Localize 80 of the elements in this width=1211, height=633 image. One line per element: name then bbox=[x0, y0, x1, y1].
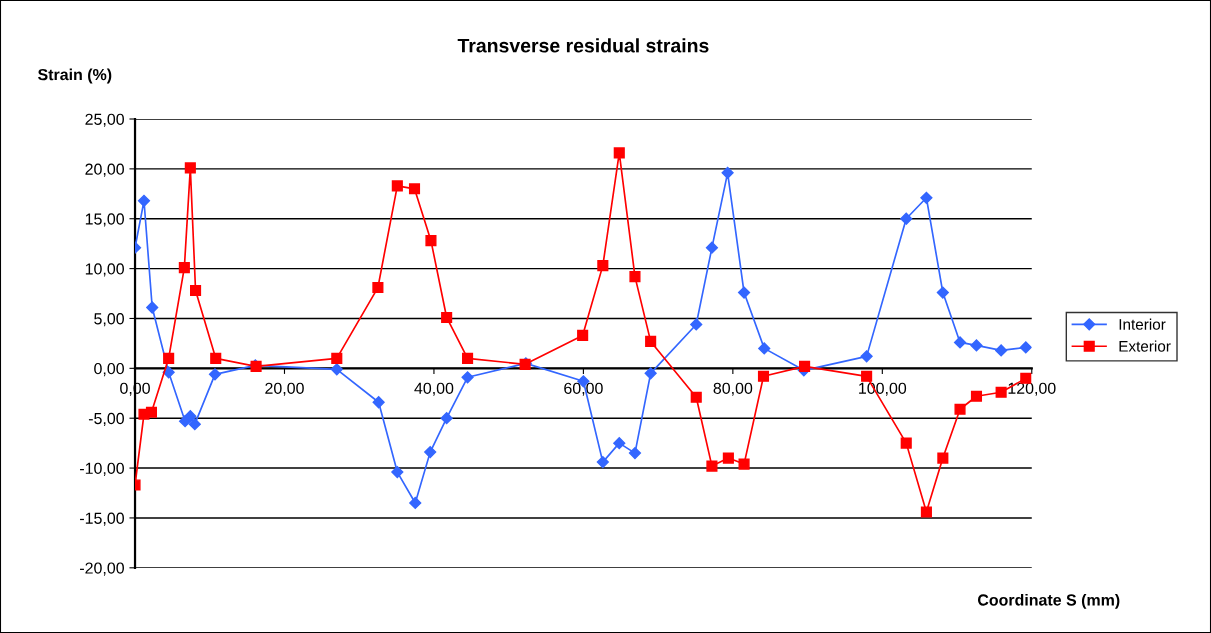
point bbox=[424, 446, 437, 459]
point bbox=[391, 465, 404, 479]
x-tick-label: 120,00 bbox=[1008, 382, 1056, 396]
point bbox=[860, 350, 873, 363]
point bbox=[163, 352, 175, 364]
y-tick-label: -10,00 bbox=[80, 462, 124, 476]
chart-title: Transverse residual strains bbox=[457, 38, 709, 53]
point bbox=[408, 183, 421, 195]
x-axis-title: Coordinate S (mm) bbox=[977, 593, 1120, 609]
point bbox=[705, 241, 719, 254]
point bbox=[440, 412, 453, 425]
point bbox=[190, 284, 202, 297]
point bbox=[758, 342, 771, 355]
point bbox=[596, 455, 609, 469]
point bbox=[690, 318, 703, 331]
y-tick-label: 20,00 bbox=[85, 163, 124, 177]
x-tick-label: 20,00 bbox=[265, 382, 304, 396]
point bbox=[645, 335, 657, 347]
point bbox=[920, 506, 932, 518]
point bbox=[145, 406, 158, 418]
y-tick-label: 15,00 bbox=[85, 213, 124, 227]
y-tick-label: 10,00 bbox=[85, 263, 124, 277]
point bbox=[937, 452, 949, 464]
point bbox=[737, 286, 751, 299]
point bbox=[409, 496, 422, 510]
x-tick-label: 80,00 bbox=[713, 382, 753, 396]
point bbox=[920, 191, 933, 204]
point bbox=[995, 386, 1007, 398]
point bbox=[146, 301, 159, 314]
point bbox=[900, 212, 913, 225]
point bbox=[372, 396, 385, 409]
point bbox=[208, 368, 222, 381]
point bbox=[861, 370, 873, 382]
point bbox=[995, 344, 1008, 357]
point bbox=[331, 352, 343, 364]
x-tick-label: 40,00 bbox=[414, 382, 454, 396]
y-tick-label: 25,00 bbox=[85, 113, 124, 127]
y-tick-label: -20,00 bbox=[80, 562, 124, 576]
point bbox=[137, 194, 151, 207]
y-tick-label: -5,00 bbox=[88, 412, 124, 427]
point bbox=[372, 281, 384, 294]
point bbox=[462, 352, 474, 364]
point bbox=[738, 458, 750, 470]
y-axis-title: Strain (%) bbox=[38, 68, 112, 84]
point bbox=[1019, 341, 1032, 354]
point bbox=[577, 329, 589, 341]
point bbox=[644, 367, 657, 380]
point bbox=[178, 262, 190, 274]
y-tick-label: -15,00 bbox=[80, 512, 124, 526]
point bbox=[330, 363, 343, 376]
point bbox=[162, 366, 175, 379]
point bbox=[970, 390, 983, 402]
point bbox=[628, 447, 642, 460]
point bbox=[613, 147, 625, 159]
point bbox=[425, 235, 437, 247]
point bbox=[757, 370, 770, 382]
point bbox=[613, 437, 626, 450]
point bbox=[391, 180, 403, 192]
legend-label: Interior bbox=[1119, 318, 1166, 330]
point bbox=[900, 437, 912, 449]
point bbox=[706, 460, 718, 472]
point bbox=[936, 286, 949, 299]
point bbox=[210, 352, 222, 364]
point bbox=[441, 311, 453, 324]
point bbox=[954, 403, 966, 415]
point bbox=[690, 391, 702, 403]
point bbox=[629, 271, 641, 283]
point bbox=[722, 452, 734, 464]
point bbox=[597, 260, 609, 272]
point bbox=[461, 371, 474, 384]
point bbox=[184, 410, 197, 423]
point bbox=[184, 162, 196, 174]
point bbox=[188, 418, 201, 431]
point bbox=[799, 360, 811, 372]
point bbox=[953, 336, 967, 349]
point bbox=[970, 339, 983, 352]
y-tick-label: 0,00 bbox=[94, 362, 124, 377]
legend-label: Exterior bbox=[1119, 340, 1171, 352]
y-tick-label: 5,00 bbox=[94, 313, 124, 327]
point bbox=[721, 166, 734, 179]
